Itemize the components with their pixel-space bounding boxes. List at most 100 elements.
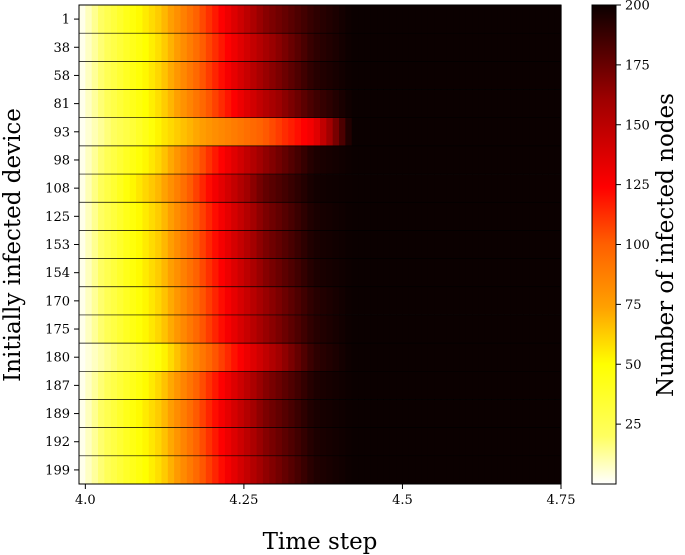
heatmap-cell bbox=[136, 61, 144, 90]
heatmap-row bbox=[79, 455, 562, 484]
heatmap-cell bbox=[180, 286, 188, 315]
heatmap-cell bbox=[516, 145, 524, 175]
heatmap-cell bbox=[186, 61, 194, 90]
heatmap-cell bbox=[224, 399, 232, 428]
heatmap-cell bbox=[307, 343, 315, 372]
heatmap-cell bbox=[465, 117, 473, 146]
heatmap-cell bbox=[300, 399, 308, 428]
heatmap-cell bbox=[358, 371, 365, 400]
heatmap-cell bbox=[529, 455, 537, 484]
colorbar-tick-label: 100 bbox=[625, 238, 650, 253]
heatmap-cell bbox=[402, 427, 410, 456]
heatmap-cell bbox=[262, 343, 270, 372]
heatmap-cell bbox=[79, 230, 86, 259]
heatmap-cell bbox=[541, 5, 549, 34]
heatmap-cell bbox=[440, 174, 448, 203]
heatmap-cell bbox=[161, 455, 169, 484]
heatmap-cell bbox=[104, 286, 112, 315]
heatmap-cell bbox=[224, 230, 232, 259]
heatmap-cell bbox=[155, 174, 163, 203]
heatmap-cell bbox=[497, 455, 505, 484]
heatmap-cell bbox=[180, 258, 188, 287]
heatmap-cell bbox=[288, 5, 296, 34]
heatmap-cell bbox=[421, 174, 429, 203]
heatmap-cell bbox=[275, 455, 283, 484]
heatmap-cell bbox=[389, 230, 397, 259]
heatmap-cell bbox=[110, 89, 118, 118]
heatmap-cell bbox=[85, 230, 93, 259]
colorbar-tick-label: 50 bbox=[625, 358, 642, 373]
heatmap-cell bbox=[288, 145, 296, 175]
heatmap-cell bbox=[408, 33, 416, 62]
heatmap-cell bbox=[85, 33, 93, 62]
heatmap-cell bbox=[548, 314, 556, 344]
heatmap-cell bbox=[415, 314, 423, 344]
heatmap-cell bbox=[332, 399, 340, 428]
heatmap-cell bbox=[351, 5, 359, 34]
heatmap-cell bbox=[288, 89, 296, 118]
heatmap-cell bbox=[497, 343, 505, 372]
heatmap-cell bbox=[300, 5, 308, 34]
heatmap-cell bbox=[281, 230, 289, 259]
heatmap-cell bbox=[402, 286, 410, 315]
heatmap-cell bbox=[85, 427, 93, 456]
heatmap-cell bbox=[478, 61, 486, 90]
heatmap-cell bbox=[231, 5, 239, 34]
heatmap-cell bbox=[364, 5, 372, 34]
heatmap-cell bbox=[218, 89, 226, 118]
heatmap-cell bbox=[237, 89, 245, 118]
heatmap-cell bbox=[402, 145, 410, 175]
heatmap-cell bbox=[427, 202, 435, 231]
heatmap-cell bbox=[243, 5, 251, 34]
heatmap-cell bbox=[142, 117, 150, 146]
heatmap-cell bbox=[262, 427, 270, 456]
heatmap-cell bbox=[256, 174, 264, 203]
heatmap-cell bbox=[389, 117, 397, 146]
heatmap-cell bbox=[174, 286, 182, 315]
heatmap-cell bbox=[510, 427, 518, 456]
heatmap-cell bbox=[104, 145, 112, 175]
heatmap-cell bbox=[510, 33, 518, 62]
heatmap-cell bbox=[326, 5, 334, 34]
heatmap-cell bbox=[326, 343, 334, 372]
heatmap-cell bbox=[364, 455, 372, 484]
heatmap-cell bbox=[440, 286, 448, 315]
heatmap-cell bbox=[212, 61, 220, 90]
heatmap-cell bbox=[300, 427, 308, 456]
heatmap-cell bbox=[205, 117, 213, 146]
heatmap-cell bbox=[554, 455, 562, 484]
heatmap-row bbox=[79, 370, 562, 400]
heatmap-cell bbox=[396, 33, 404, 62]
heatmap-cell bbox=[472, 343, 480, 372]
heatmap-cell bbox=[529, 286, 537, 315]
y-tick-label: 192 bbox=[45, 435, 70, 450]
heatmap-cell bbox=[478, 202, 486, 231]
heatmap-cell bbox=[148, 258, 156, 287]
heatmap-cell bbox=[332, 145, 340, 175]
heatmap-cell bbox=[129, 230, 137, 259]
heatmap-cell bbox=[117, 61, 124, 90]
heatmap-cell bbox=[199, 202, 207, 231]
heatmap-cell bbox=[313, 427, 321, 456]
heatmap-cell bbox=[300, 455, 308, 484]
heatmap-cell bbox=[516, 371, 524, 400]
heatmap-cell bbox=[535, 455, 543, 484]
heatmap-cell bbox=[269, 427, 277, 456]
heatmap-cell bbox=[383, 61, 391, 90]
y-tick-label: 81 bbox=[53, 97, 70, 112]
heatmap-cell bbox=[212, 399, 220, 428]
heatmap-cell bbox=[389, 174, 397, 203]
heatmap-cell bbox=[212, 455, 220, 484]
heatmap-cell bbox=[231, 89, 239, 118]
heatmap-cell bbox=[332, 33, 340, 62]
heatmap-cell bbox=[186, 258, 194, 287]
heatmap-cell bbox=[110, 202, 118, 231]
heatmap-cell bbox=[326, 258, 334, 287]
heatmap-cell bbox=[79, 399, 86, 428]
heatmap-cell bbox=[91, 117, 99, 146]
heatmap-cell bbox=[142, 455, 150, 484]
heatmap-cell bbox=[193, 286, 201, 315]
heatmap-cell bbox=[237, 61, 245, 90]
heatmap-cell bbox=[434, 371, 442, 400]
heatmap-cell bbox=[529, 145, 537, 175]
